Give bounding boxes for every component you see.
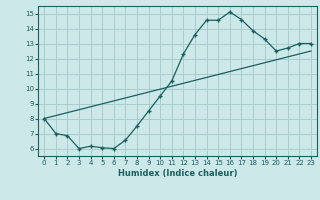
X-axis label: Humidex (Indice chaleur): Humidex (Indice chaleur) — [118, 169, 237, 178]
